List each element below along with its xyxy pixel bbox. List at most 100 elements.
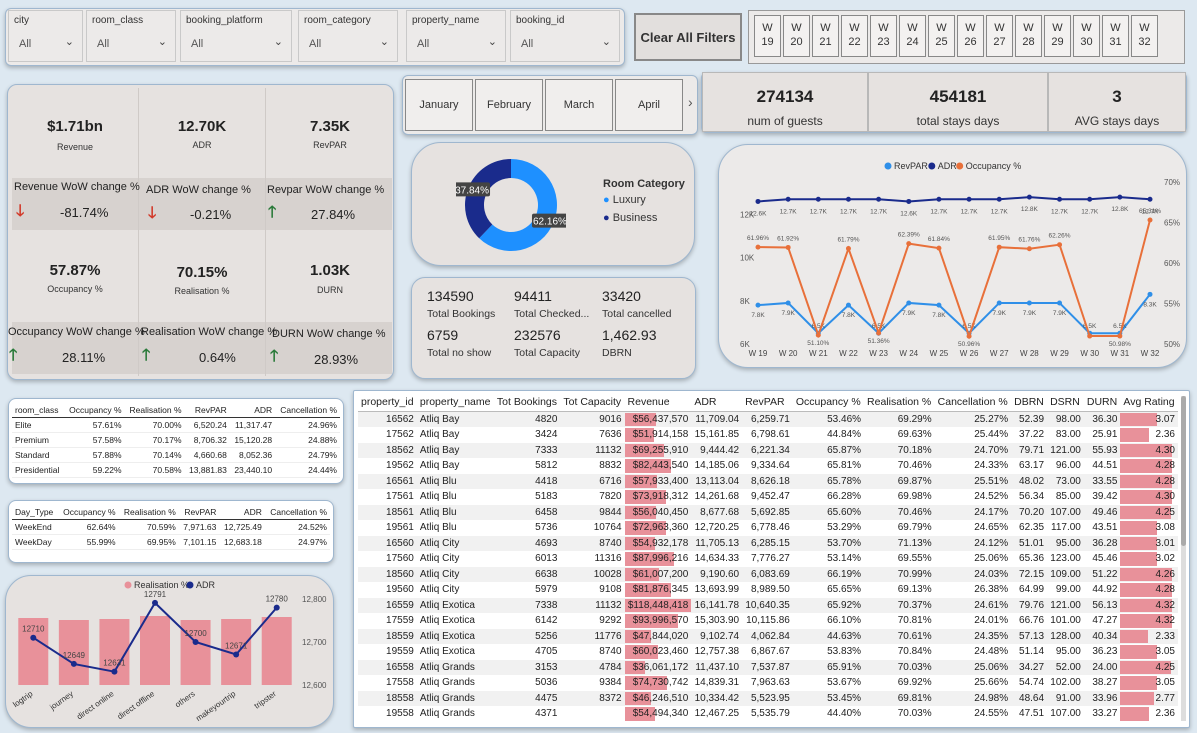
table-cell: 6013 bbox=[494, 551, 560, 567]
series-point bbox=[815, 332, 821, 338]
week-button[interactable]: W 31 bbox=[1102, 15, 1129, 57]
column-header[interactable]: Realisation % bbox=[124, 403, 185, 418]
cell-value: $51,914,158 bbox=[632, 429, 689, 441]
table-cell: 24.12% bbox=[934, 535, 1012, 551]
column-header[interactable]: Realisation % bbox=[118, 505, 179, 520]
svg-text:62.16%: 62.16% bbox=[533, 217, 566, 228]
table-cell: 24.79% bbox=[275, 447, 340, 463]
occupancy-wow-label: Occupancy WoW change % bbox=[8, 326, 145, 338]
column-header[interactable]: Realisation % bbox=[864, 393, 935, 412]
table-cell: 7,963.63 bbox=[742, 675, 793, 691]
table-cell: Elite bbox=[12, 417, 65, 433]
column-header[interactable]: Cancellation % bbox=[264, 505, 330, 520]
column-header[interactable]: Tot Capacity bbox=[560, 393, 625, 412]
month-button-january[interactable]: January bbox=[405, 79, 473, 131]
column-header[interactable]: DURN bbox=[1083, 393, 1121, 412]
table-cell: 37.22 bbox=[1011, 427, 1047, 443]
column-header[interactable]: Occupancy % bbox=[64, 403, 125, 418]
cell-value: 69.29% bbox=[897, 414, 932, 425]
cell-value: 9,452.47 bbox=[750, 491, 790, 503]
week-button[interactable]: W 22 bbox=[841, 15, 868, 57]
month-button-february[interactable]: February bbox=[475, 79, 543, 131]
month-button-april[interactable]: April bbox=[615, 79, 683, 131]
revenue-bar bbox=[624, 413, 657, 426]
column-header[interactable]: Cancellation % bbox=[275, 403, 340, 418]
clear-all-filters-button[interactable]: Clear All Filters bbox=[634, 13, 742, 61]
column-header[interactable]: RevPAR bbox=[184, 403, 230, 418]
week-button[interactable]: W 19 bbox=[754, 15, 781, 57]
week-button[interactable]: W 29 bbox=[1044, 15, 1071, 57]
week-button[interactable]: W 20 bbox=[783, 15, 810, 57]
data-label: 12710 bbox=[22, 625, 45, 634]
series-point bbox=[1147, 217, 1153, 223]
week-number: 24 bbox=[906, 36, 919, 48]
slicer-booking-id[interactable]: booking_id All ⌄ bbox=[510, 10, 620, 62]
table-cell: 24.52% bbox=[264, 519, 330, 535]
cell-value: 10028 bbox=[593, 568, 622, 580]
week-button[interactable]: W 23 bbox=[870, 15, 897, 57]
revenue-bar bbox=[624, 474, 658, 488]
arrow-up-icon: 🡑 bbox=[142, 347, 151, 364]
chevron-right-icon[interactable]: › bbox=[688, 94, 693, 110]
data-label: 12.7K bbox=[780, 208, 798, 215]
column-header[interactable]: Cancellation % bbox=[934, 393, 1012, 412]
cell-value: 11132 bbox=[595, 444, 622, 456]
week-prefix: W bbox=[762, 22, 773, 34]
slicer-city[interactable]: city All ⌄ bbox=[8, 10, 83, 62]
series-point bbox=[1026, 246, 1032, 252]
table-cell: Atliq Bay bbox=[416, 411, 494, 427]
column-header[interactable]: ADR bbox=[229, 403, 276, 418]
column-header[interactable]: Occupancy % bbox=[57, 505, 119, 520]
table-cell: 69.29% bbox=[864, 411, 935, 427]
column-header[interactable]: DSRN bbox=[1047, 393, 1084, 412]
table-cell: 8832 bbox=[560, 458, 624, 474]
column-header[interactable]: ADR bbox=[219, 505, 265, 520]
table-cell: 12,683.18 bbox=[219, 534, 265, 550]
table-cell: 109.00 bbox=[1047, 566, 1084, 582]
chevron-down-icon: ⌄ bbox=[64, 36, 74, 48]
cell-value: 45.46 bbox=[1092, 553, 1118, 565]
table-cell: 53.67% bbox=[793, 675, 864, 691]
table-cell: 83.00 bbox=[1047, 427, 1084, 443]
week-button[interactable]: W 30 bbox=[1073, 15, 1100, 57]
week-button[interactable]: W 26 bbox=[957, 15, 984, 57]
column-header[interactable]: property_id bbox=[358, 393, 417, 412]
scrollbar[interactable] bbox=[1181, 396, 1186, 721]
table-cell: 4784 bbox=[560, 659, 625, 675]
slicer-room-class[interactable]: room_class All ⌄ bbox=[86, 10, 176, 62]
week-button[interactable]: W 24 bbox=[899, 15, 926, 57]
column-header[interactable]: DBRN bbox=[1011, 393, 1048, 412]
occupancy-label: Occupancy % bbox=[47, 284, 103, 294]
week-button[interactable]: W 25 bbox=[928, 15, 955, 57]
week-button[interactable]: W 32 bbox=[1131, 15, 1158, 57]
column-header[interactable]: RevPAR bbox=[742, 393, 793, 412]
cell-value: 36.30 bbox=[1092, 414, 1118, 425]
column-header[interactable]: Tot Bookings bbox=[493, 393, 561, 412]
column-header[interactable]: ADR bbox=[691, 393, 743, 412]
week-button[interactable]: W 27 bbox=[986, 15, 1013, 57]
data-label: 61.92% bbox=[777, 235, 799, 242]
week-button[interactable]: W 28 bbox=[1015, 15, 1042, 57]
rating-bar bbox=[1120, 691, 1154, 705]
column-header[interactable]: property_name bbox=[416, 393, 494, 412]
rating-bar bbox=[1120, 459, 1172, 473]
column-header[interactable]: Revenue bbox=[624, 393, 692, 412]
table-cell: 25.66% bbox=[935, 675, 1011, 691]
column-header[interactable]: Day_Type bbox=[12, 505, 58, 520]
table-cell: 49.46 bbox=[1083, 504, 1121, 520]
column-header[interactable]: Occupancy % bbox=[792, 393, 865, 412]
cell-value: 69.55% bbox=[897, 553, 932, 565]
x-tick: direct offline bbox=[116, 689, 157, 721]
cell-value: 24.65% bbox=[974, 522, 1009, 534]
adr-point bbox=[192, 639, 199, 645]
column-header[interactable]: room_class bbox=[12, 403, 65, 418]
week-number: 23 bbox=[877, 36, 890, 48]
month-button-march[interactable]: March bbox=[545, 79, 613, 131]
slicer-property-name[interactable]: property_name All ⌄ bbox=[406, 10, 506, 62]
slicer-room-category[interactable]: room_category All ⌄ bbox=[298, 10, 398, 62]
slicer-booking-platform[interactable]: booking_platform All ⌄ bbox=[180, 10, 292, 62]
column-header[interactable]: RevPAR bbox=[178, 505, 220, 520]
cell-value: 13,113.04 bbox=[695, 475, 740, 487]
column-header[interactable]: Avg Rating bbox=[1120, 393, 1178, 412]
week-button[interactable]: W 21 bbox=[812, 15, 839, 57]
